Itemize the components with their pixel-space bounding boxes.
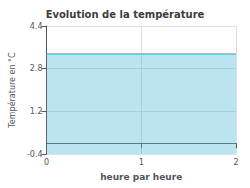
svg-text:2: 2 [233,158,238,167]
svg-text:Température en °C: Température en °C [7,52,17,129]
svg-text:4.4: 4.4 [30,22,43,31]
svg-text:Evolution de la température: Evolution de la température [46,9,205,20]
svg-text:1: 1 [139,158,144,167]
svg-text:-0.4: -0.4 [27,150,43,159]
svg-text:0: 0 [44,158,49,167]
svg-text:1.2: 1.2 [30,107,43,116]
svg-text:2.8: 2.8 [30,64,43,73]
svg-text:heure par heure: heure par heure [100,172,182,182]
